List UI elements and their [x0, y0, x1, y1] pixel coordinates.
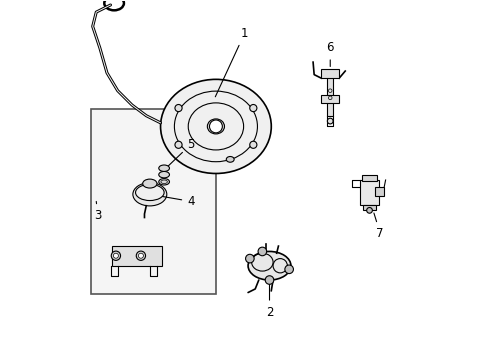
Circle shape	[285, 265, 293, 274]
Circle shape	[136, 251, 145, 260]
Ellipse shape	[160, 79, 271, 174]
Circle shape	[111, 251, 121, 260]
Text: 1: 1	[215, 27, 248, 97]
Circle shape	[175, 141, 182, 148]
Text: 5: 5	[167, 138, 194, 166]
Circle shape	[138, 253, 143, 258]
Circle shape	[249, 141, 256, 148]
Circle shape	[326, 118, 332, 124]
Text: 6: 6	[326, 41, 333, 67]
Circle shape	[264, 276, 273, 284]
Bar	[321, 95, 339, 103]
Text: 7: 7	[373, 213, 383, 240]
Text: 3: 3	[94, 202, 102, 222]
Ellipse shape	[142, 179, 157, 188]
Circle shape	[249, 104, 256, 112]
Ellipse shape	[133, 183, 166, 206]
Bar	[321, 69, 339, 78]
Circle shape	[258, 247, 266, 256]
Text: 4: 4	[152, 195, 194, 208]
Bar	[374, 187, 383, 196]
Ellipse shape	[159, 179, 169, 185]
Bar	[363, 204, 375, 210]
Ellipse shape	[159, 165, 169, 171]
Circle shape	[245, 254, 254, 263]
Bar	[91, 109, 216, 294]
Bar	[361, 175, 377, 181]
Ellipse shape	[135, 184, 164, 201]
Text: 2: 2	[265, 283, 273, 319]
Ellipse shape	[207, 119, 224, 134]
Circle shape	[175, 104, 182, 112]
Bar	[359, 180, 378, 205]
Circle shape	[113, 253, 118, 258]
Circle shape	[366, 207, 372, 213]
Ellipse shape	[247, 251, 290, 280]
Bar	[112, 246, 162, 266]
Ellipse shape	[159, 171, 169, 178]
Bar	[326, 73, 332, 116]
Ellipse shape	[226, 157, 234, 162]
Circle shape	[209, 120, 222, 133]
